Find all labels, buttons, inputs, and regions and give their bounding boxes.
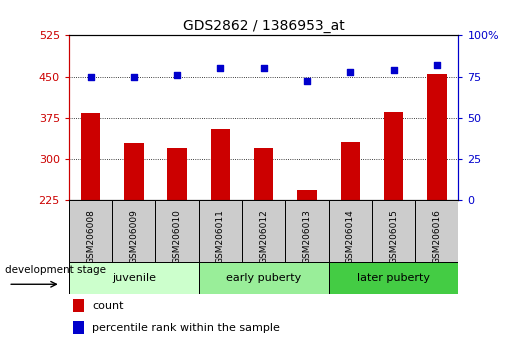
Bar (69, 262, 199, 294)
Text: GSM206011: GSM206011 (216, 209, 225, 264)
Bar (384, 112, 403, 200)
Bar (210, 129, 230, 200)
Text: early puberty: early puberty (226, 273, 301, 283)
Bar (427, 74, 447, 200)
Text: GSM206013: GSM206013 (303, 209, 312, 264)
Title: GDS2862 / 1386953_at: GDS2862 / 1386953_at (183, 19, 344, 33)
Text: later puberty: later puberty (357, 273, 430, 283)
Bar (415, 200, 458, 262)
Text: count: count (92, 301, 124, 311)
Bar (242, 200, 285, 262)
Point (303, 79, 311, 84)
Bar (73, 299, 84, 312)
Point (216, 65, 225, 71)
Bar (285, 200, 329, 262)
Point (173, 72, 181, 78)
Point (259, 65, 268, 71)
Text: development stage: development stage (5, 265, 107, 275)
Point (346, 69, 355, 74)
Text: GSM206012: GSM206012 (259, 209, 268, 264)
Bar (329, 262, 458, 294)
Text: GSM206009: GSM206009 (129, 209, 138, 264)
Bar (297, 190, 317, 200)
Text: percentile rank within the sample: percentile rank within the sample (92, 323, 280, 333)
Point (86, 74, 95, 79)
Text: GSM206010: GSM206010 (173, 209, 182, 264)
Bar (112, 200, 155, 262)
Bar (124, 143, 144, 200)
Bar (340, 142, 360, 200)
Point (432, 62, 441, 68)
Bar (73, 321, 84, 334)
Bar (167, 148, 187, 200)
Point (389, 67, 398, 73)
Bar (199, 200, 242, 262)
Text: GSM206008: GSM206008 (86, 209, 95, 264)
Point (129, 74, 138, 79)
Bar (69, 200, 112, 262)
Bar (329, 200, 372, 262)
Text: GSM206014: GSM206014 (346, 209, 355, 264)
Bar (199, 262, 329, 294)
Bar (81, 113, 100, 200)
Text: GSM206015: GSM206015 (389, 209, 398, 264)
Text: GSM206016: GSM206016 (432, 209, 441, 264)
Bar (372, 200, 415, 262)
Text: juvenile: juvenile (112, 273, 156, 283)
Bar (254, 148, 273, 200)
Bar (155, 200, 199, 262)
